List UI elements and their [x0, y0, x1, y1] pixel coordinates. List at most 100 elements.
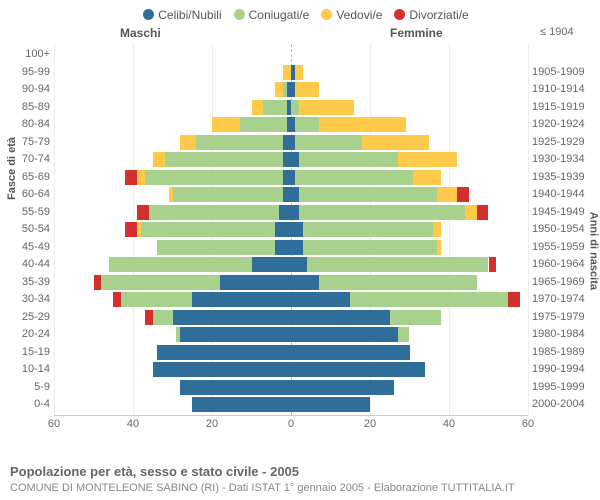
bar-segment — [109, 257, 251, 272]
age-row: 15-191985-1989 — [54, 344, 528, 362]
bar-segment — [362, 135, 429, 150]
age-label: 95-99 — [0, 64, 50, 81]
age-row: 80-841920-1924 — [54, 116, 528, 134]
bar-segment — [196, 135, 283, 150]
bar-segment — [263, 100, 287, 115]
birth-label: 1965-1969 — [532, 274, 600, 291]
chart-rows: 100+95-991905-190990-941910-191485-89191… — [54, 46, 528, 414]
bar-segment — [180, 380, 291, 395]
age-label: 25-29 — [0, 309, 50, 326]
bar-segment — [291, 397, 370, 412]
age-label: 35-39 — [0, 274, 50, 291]
bar-segment — [275, 222, 291, 237]
x-axis: 6040200204060 — [54, 418, 528, 434]
x-tick-label: 0 — [288, 418, 294, 430]
bar-segment — [137, 205, 149, 220]
age-row: 95-991905-1909 — [54, 64, 528, 82]
age-label: 45-49 — [0, 239, 50, 256]
bar-segment — [299, 187, 437, 202]
legend-swatch — [394, 9, 405, 20]
legend-label: Vedovi/e — [336, 8, 382, 22]
age-label: 90-94 — [0, 81, 50, 98]
bar-segment — [307, 257, 489, 272]
bar-segment — [319, 275, 477, 290]
bar-segment — [137, 222, 141, 237]
age-label: 85-89 — [0, 99, 50, 116]
bar-segment — [398, 152, 457, 167]
birth-label: 1955-1959 — [532, 239, 600, 256]
bar-segment — [291, 152, 299, 167]
bar-segment — [173, 310, 292, 325]
bar-segment — [295, 117, 319, 132]
age-label: 5-9 — [0, 379, 50, 396]
bar-segment — [437, 240, 441, 255]
age-row: 20-241980-1984 — [54, 326, 528, 344]
bar-segment — [291, 380, 394, 395]
age-label: 70-74 — [0, 151, 50, 168]
bar-segment — [180, 327, 291, 342]
bar-segment — [303, 222, 433, 237]
bar-segment — [212, 117, 240, 132]
age-label: 80-84 — [0, 116, 50, 133]
legend-swatch — [321, 9, 332, 20]
bar-segment — [192, 292, 291, 307]
age-label: 10-14 — [0, 361, 50, 378]
bar-segment — [437, 187, 457, 202]
bar-segment — [176, 327, 180, 342]
chart-title: Popolazione per età, sesso e stato civil… — [10, 464, 515, 479]
bar-segment — [291, 327, 398, 342]
bar-segment — [153, 310, 173, 325]
birth-label: 1940-1944 — [532, 186, 600, 203]
birth-label: 1960-1964 — [532, 256, 600, 273]
bar-segment — [121, 292, 192, 307]
birth-label: 1975-1979 — [532, 309, 600, 326]
bar-segment — [173, 187, 284, 202]
bar-segment — [299, 152, 398, 167]
age-row: 50-541950-1954 — [54, 221, 528, 239]
bar-segment — [291, 187, 299, 202]
bar-segment — [283, 65, 291, 80]
bar-segment — [180, 135, 196, 150]
legend-swatch — [143, 9, 154, 20]
bar-segment — [291, 310, 390, 325]
birth-label: 1995-1999 — [532, 379, 600, 396]
header-male: Maschi — [120, 26, 161, 40]
bar-segment — [283, 152, 291, 167]
bar-segment — [125, 222, 137, 237]
bar-segment — [283, 187, 291, 202]
x-tick-label: 60 — [522, 418, 534, 430]
bar-segment — [398, 327, 410, 342]
birth-label: 1980-1984 — [532, 326, 600, 343]
bar-segment — [283, 135, 291, 150]
age-label: 100+ — [0, 46, 50, 63]
x-tick-label: 20 — [206, 418, 218, 430]
bar-segment — [291, 292, 350, 307]
bar-segment — [291, 100, 299, 115]
bar-segment — [169, 187, 173, 202]
age-row: 10-141990-1994 — [54, 361, 528, 379]
age-row: 40-441960-1964 — [54, 256, 528, 274]
age-label: 15-19 — [0, 344, 50, 361]
age-label: 55-59 — [0, 204, 50, 221]
bar-segment — [145, 170, 283, 185]
bar-segment — [295, 82, 319, 97]
x-tick-label: 20 — [364, 418, 376, 430]
bar-segment — [153, 152, 165, 167]
chart-subtitle: COMUNE DI MONTELEONE SABINO (RI) - Dati … — [10, 482, 515, 494]
header-female: Femmine — [390, 26, 443, 40]
bar-segment — [299, 100, 354, 115]
bar-segment — [275, 240, 291, 255]
bar-segment — [157, 240, 276, 255]
age-row: 45-491955-1959 — [54, 239, 528, 257]
bar-segment — [153, 362, 291, 377]
birth-label: 1930-1934 — [532, 151, 600, 168]
birth-label: 1910-1914 — [532, 81, 600, 98]
birth-label: 1990-1994 — [532, 361, 600, 378]
age-row: 0-42000-2004 — [54, 396, 528, 414]
x-tick-label: 40 — [443, 418, 455, 430]
bar-segment — [291, 275, 319, 290]
age-row: 100+ — [54, 46, 528, 64]
bar-segment — [390, 310, 441, 325]
legend-label: Celibi/Nubili — [158, 8, 221, 22]
bar-segment — [489, 257, 497, 272]
